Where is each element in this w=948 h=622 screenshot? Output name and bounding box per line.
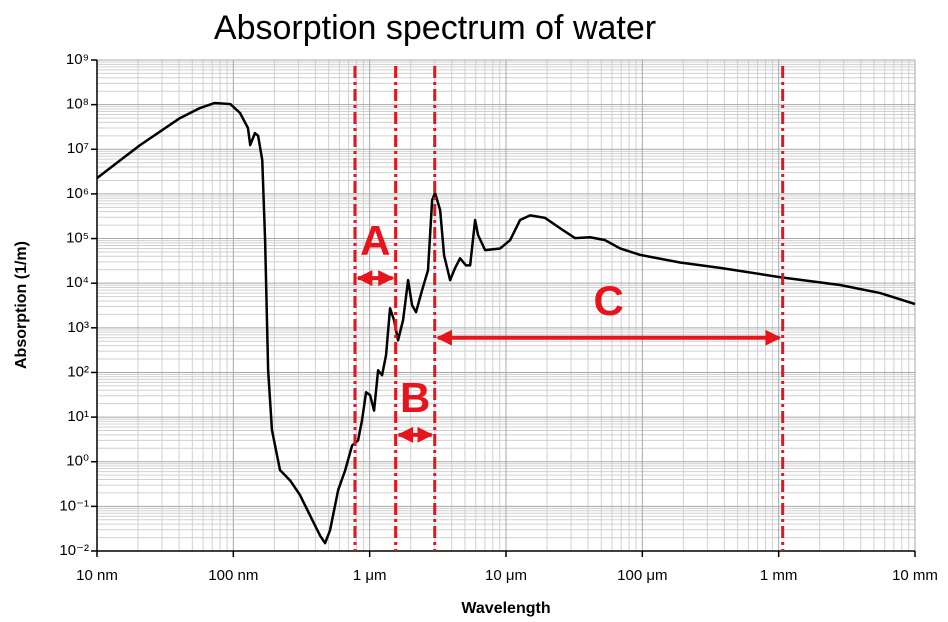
x-tick-label: 1 mm	[760, 567, 798, 584]
annotation-label: A	[360, 217, 390, 264]
x-tick-label: 10 μm	[485, 567, 527, 584]
x-tick-label: 10 nm	[76, 567, 118, 584]
annotation-label: B	[400, 374, 430, 421]
y-axis-label: Absorption (1/m)	[13, 241, 30, 369]
y-tick-label: 10⁴	[66, 274, 89, 291]
y-tick-label: 10⁷	[67, 140, 89, 157]
y-tick-label: 10⁸	[66, 96, 89, 113]
chart-title: Absorption spectrum of water	[214, 9, 656, 47]
y-tick-label: 10⁶	[66, 185, 89, 202]
x-axis-label: Wavelength	[461, 600, 550, 617]
y-tick-label: 10⁵	[66, 230, 89, 247]
annotation-label: C	[594, 277, 624, 324]
y-tick-label: 10⁻¹	[59, 497, 89, 514]
y-tick-label: 10⁰	[66, 453, 89, 470]
y-tick-label: 10⁻²	[59, 542, 89, 559]
x-tick-label: 100 nm	[208, 567, 258, 584]
y-tick-label: 10³	[67, 319, 89, 336]
x-tick-label: 100 μm	[617, 567, 667, 584]
data-line	[96, 101, 916, 545]
y-tick-label: 10¹	[67, 408, 89, 425]
x-tick-label: 1 μm	[353, 567, 387, 584]
x-tick-label: 10 mm	[892, 567, 938, 584]
y-tick-label: 10²	[67, 363, 89, 380]
y-tick-label: 10⁹	[66, 51, 89, 68]
